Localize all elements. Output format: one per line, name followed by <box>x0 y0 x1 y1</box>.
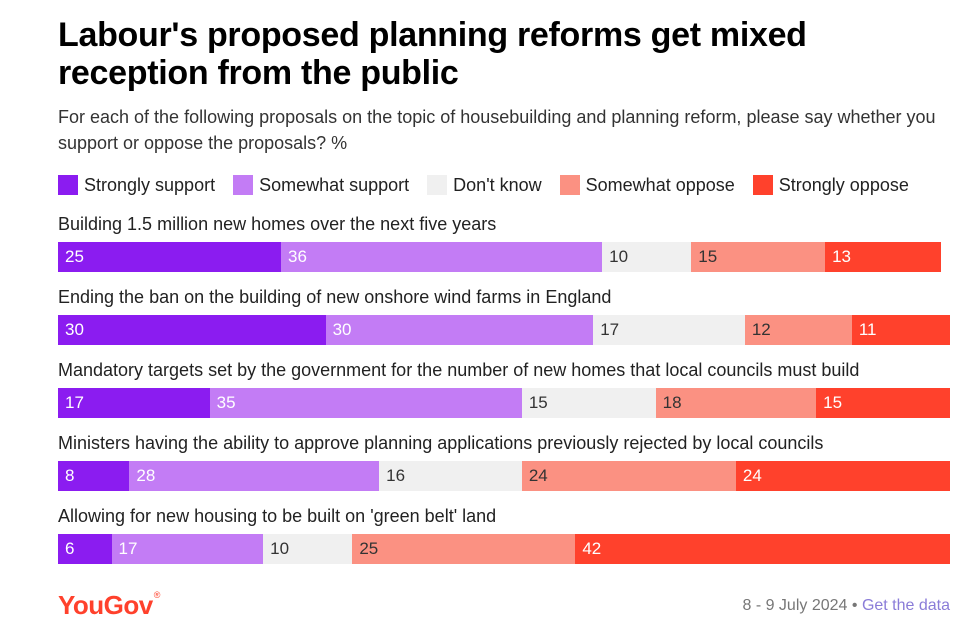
legend-label-somewhat-support: Somewhat support <box>259 174 410 195</box>
bar-row: 30 30 17 12 11 <box>58 315 950 345</box>
legend-label-somewhat-oppose: Somewhat oppose <box>585 174 735 195</box>
bar-row: 6 17 10 25 42 <box>58 534 950 564</box>
question-label: Building 1.5 million new homes over the … <box>58 214 497 234</box>
bar-segment-strongly-support: 8 <box>58 461 130 491</box>
question-label: Ending the ban on the building of new on… <box>58 287 612 307</box>
bar-segment-somewhat-support: 17 <box>111 534 264 564</box>
legend-item-somewhat-support: Somewhat support <box>233 175 409 196</box>
bar-segment-strongly-oppose: 15 <box>816 388 950 418</box>
bar-segment-strongly-oppose: 13 <box>825 242 942 272</box>
legend-label-strongly-oppose: Strongly oppose <box>778 174 909 195</box>
yougov-logo[interactable]: YouGov® <box>58 590 160 621</box>
bar-segment-somewhat-oppose: 18 <box>655 388 817 418</box>
bar-segment-somewhat-oppose: 15 <box>691 242 826 272</box>
legend-swatch-strongly-support <box>58 175 78 195</box>
legend-swatch-somewhat-support <box>233 175 254 195</box>
bar-segment-strongly-support: 6 <box>58 534 112 564</box>
bar-row: 25 36 10 15 13 <box>58 242 942 272</box>
logo-registered-mark: ® <box>153 590 161 600</box>
bar-segment-dont-know: 15 <box>521 388 656 418</box>
legend-swatch-strongly-oppose <box>752 175 773 195</box>
bar-segment-dont-know: 10 <box>602 242 692 272</box>
bar-segment-strongly-support: 17 <box>58 388 210 418</box>
bar-row: 17 35 15 18 15 <box>58 388 950 418</box>
bar-segment-somewhat-support: 30 <box>325 315 594 345</box>
legend-item-strongly-support: Strongly support <box>58 175 215 196</box>
legend-swatch-dont-know <box>427 175 448 195</box>
chart-legend: Strongly support Somewhat support Don't kn… <box>58 172 927 198</box>
legend-item-strongly-oppose: Strongly oppose <box>752 174 909 196</box>
bar-segment-somewhat-support: 28 <box>129 461 380 491</box>
legend-swatch-somewhat-oppose <box>559 175 580 195</box>
bar-segment-strongly-oppose: 24 <box>735 461 950 491</box>
legend-label-strongly-support: Strongly support <box>84 174 216 195</box>
fieldwork-date: 8 - 9 July 2024 <box>742 597 848 614</box>
question-label: Mandatory targets set by the government … <box>58 360 860 380</box>
chart-title: Labour's proposed planning reforms get m… <box>58 16 807 92</box>
bar-segment-somewhat-oppose: 12 <box>744 315 852 345</box>
bar-segment-dont-know: 10 <box>263 534 353 564</box>
question-label: Ministers having the ability to approve … <box>58 433 824 453</box>
chart-subtitle: For each of the following proposals on t… <box>58 107 936 153</box>
get-the-data-link[interactable]: Get the data <box>861 597 950 614</box>
footer: 8 - 9 July 2024 • Get the data <box>742 597 950 615</box>
bar-segment-strongly-support: 25 <box>58 242 281 272</box>
legend-label-dont-know: Don't know <box>453 174 542 195</box>
bar-segment-somewhat-oppose: 24 <box>521 461 736 491</box>
bar-segment-somewhat-support: 35 <box>209 388 522 418</box>
bar-row: 8 28 16 24 24 <box>58 461 950 491</box>
bar-segment-strongly-oppose: 42 <box>575 534 950 564</box>
legend-item-somewhat-oppose: Somewhat oppose <box>559 174 735 196</box>
question-label: Allowing for new housing to be built on … <box>58 506 497 526</box>
bar-segment-dont-know: 16 <box>379 461 522 491</box>
bar-segment-dont-know: 17 <box>593 315 745 345</box>
legend-item-dont-know: Don't know <box>427 174 542 196</box>
bar-segment-somewhat-oppose: 25 <box>352 534 576 564</box>
bar-segment-somewhat-support: 36 <box>281 242 603 272</box>
footer-separator: • <box>851 597 858 614</box>
bar-segment-strongly-oppose: 11 <box>851 315 950 345</box>
logo-text: YouGov <box>58 590 153 620</box>
bar-segment-strongly-support: 30 <box>58 315 326 345</box>
